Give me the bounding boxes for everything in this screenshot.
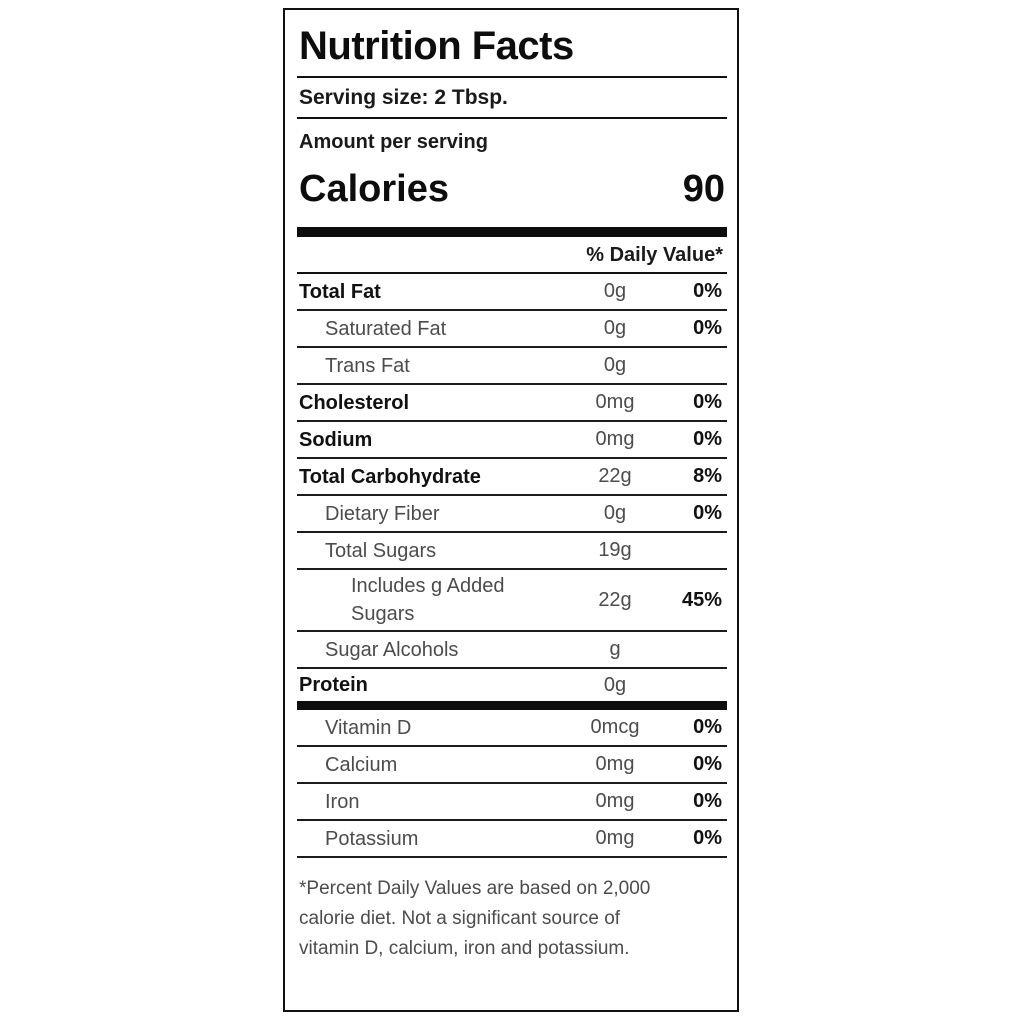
nutrient-amount: 0mg xyxy=(595,827,635,849)
nutrient-rows: Total Fat 0g 0% Saturated Fat 0g 0% Tran… xyxy=(297,274,727,858)
footnote-line: calorie diet. Not a significant source o… xyxy=(299,908,621,929)
nutrient-name: Saturated Fat xyxy=(325,317,447,340)
footnote-line: *Percent Daily Values are based on 2,000 xyxy=(299,878,651,899)
nutrient-name: Total Sugars xyxy=(325,539,437,562)
nutrient-row: Saturated Fat 0g 0% xyxy=(297,311,727,348)
nutrient-name: Total Fat xyxy=(299,280,381,303)
nutrient-amount: 0mg xyxy=(595,790,635,812)
nutrient-name: Cholesterol xyxy=(299,391,410,414)
nutrient-amount: 19g xyxy=(598,539,632,561)
nutrient-name: Protein xyxy=(299,674,368,696)
nutrition-facts-panel: Nutrition Facts Serving size: 2 Tbsp. Am… xyxy=(283,8,739,1012)
nutrient-row: Sugar Alcohols g xyxy=(297,632,727,669)
nutrient-amount: 0mcg xyxy=(590,716,640,738)
nutrient-row: Potassium 0mg 0% xyxy=(297,821,727,858)
serving-size: Serving size: 2 Tbsp. xyxy=(297,78,727,119)
nutrient-name: Sugar Alcohols xyxy=(325,638,459,661)
nutrient-daily-value: 8% xyxy=(693,465,722,487)
nutrient-daily-value: 0% xyxy=(693,827,722,849)
nutrient-name: Dietary Fiber xyxy=(325,502,440,525)
nutrient-row: Includes g Added Sugars 22g 45% xyxy=(297,570,727,632)
nutrient-daily-value: 0% xyxy=(693,716,722,738)
nutrient-daily-value: 0% xyxy=(693,502,722,524)
nutrient-name: Calcium xyxy=(325,753,398,776)
nutrient-name: Potassium xyxy=(325,827,419,850)
nutrient-row: Total Sugars 19g xyxy=(297,533,727,570)
nutrient-name: Iron xyxy=(325,790,360,813)
nutrient-amount: 0mg xyxy=(595,391,635,413)
nutrient-row: Protein 0g xyxy=(297,669,727,710)
nutrient-amount: g xyxy=(609,638,621,660)
calories-label: Calories xyxy=(299,168,449,210)
nutrient-amount: 0mg xyxy=(595,753,635,775)
nutrient-daily-value: 0% xyxy=(693,753,722,775)
nutrient-row: Sodium 0mg 0% xyxy=(297,422,727,459)
daily-value-header: % Daily Value* xyxy=(297,237,727,274)
nutrient-daily-value: 0% xyxy=(693,790,722,812)
panel-title: Nutrition Facts xyxy=(297,10,727,78)
nutrient-amount: 22g xyxy=(598,588,632,611)
nutrient-daily-value: 0% xyxy=(693,280,722,302)
nutrient-row: Vitamin D 0mcg 0% xyxy=(297,710,727,747)
nutrient-name: Sodium xyxy=(299,428,373,451)
nutrient-name: Vitamin D xyxy=(325,716,412,739)
nutrient-name: Includes g Added Sugars xyxy=(351,575,505,625)
amount-per-serving-label: Amount per serving xyxy=(299,131,488,153)
nutrient-row: Trans Fat 0g xyxy=(297,348,727,385)
nutrient-row: Total Fat 0g 0% xyxy=(297,274,727,311)
nutrient-amount: 22g xyxy=(598,465,632,487)
nutrient-row: Dietary Fiber 0g 0% xyxy=(297,496,727,533)
nutrient-row: Calcium 0mg 0% xyxy=(297,747,727,784)
thick-divider-top xyxy=(297,227,727,237)
nutrient-name: Total Carbohydrate xyxy=(299,465,481,488)
nutrient-row: Total Carbohydrate 22g 8% xyxy=(297,459,727,496)
nutrient-amount: 0g xyxy=(603,354,627,376)
nutrient-amount: 0g xyxy=(603,317,627,339)
nutrient-daily-value: 0% xyxy=(693,317,722,339)
nutrient-daily-value: 0% xyxy=(693,391,722,413)
nutrient-amount: 0g xyxy=(603,502,627,524)
nutrient-name: Trans Fat xyxy=(325,354,410,377)
footnote-line: vitamin D, calcium, iron and potassium. xyxy=(299,938,630,959)
calories-row: Calories 90 xyxy=(297,155,727,227)
nutrient-amount: 0mg xyxy=(595,428,635,450)
nutrient-daily-value: 45% xyxy=(681,588,722,611)
nutrient-row: Cholesterol 0mg 0% xyxy=(297,385,727,422)
nutrient-amount: 0g xyxy=(603,673,627,696)
footnote: *Percent Daily Values are based on 2,000… xyxy=(297,858,727,964)
calories-value: 90 xyxy=(682,168,725,210)
nutrient-amount: 0g xyxy=(603,280,627,302)
nutrient-row: Iron 0mg 0% xyxy=(297,784,727,821)
nutrient-daily-value: 0% xyxy=(693,428,722,450)
